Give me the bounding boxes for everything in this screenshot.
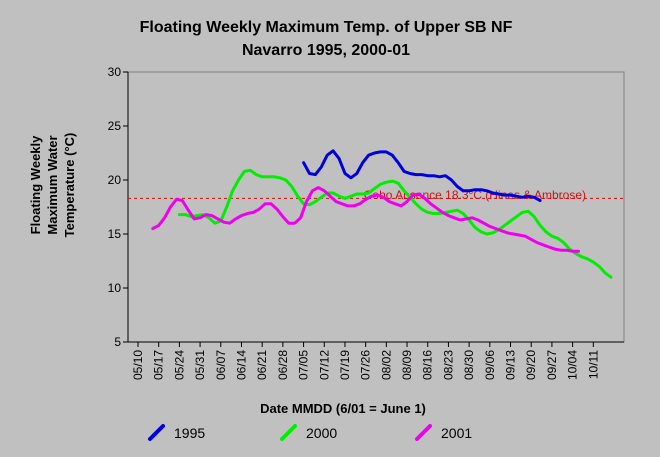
x-tick-label: 09/13 <box>504 350 518 380</box>
x-tick-label: 07/26 <box>359 350 373 380</box>
y-tick-label: 20 <box>108 173 122 187</box>
series-group <box>151 149 613 279</box>
x-tick-label: 08/16 <box>421 350 435 380</box>
x-tick-label: 09/20 <box>524 350 538 380</box>
x-tick-label: 06/07 <box>214 350 228 380</box>
legend-swatch-1995 <box>148 424 165 441</box>
x-tick-label: 09/27 <box>545 350 559 380</box>
legend: 1995 2000 2001 <box>148 424 472 441</box>
y-tick-label: 30 <box>108 65 122 79</box>
legend-swatch-2001 <box>415 424 432 441</box>
plot-area <box>127 71 625 343</box>
x-axis: 05/10 05/17 05/24 05/31 06/07 06/14 06/21 06/28… <box>128 341 624 380</box>
x-tick-label: 08/30 <box>462 350 476 380</box>
y-tick-label: 5 <box>114 335 121 349</box>
x-tick-label: 07/12 <box>317 350 331 380</box>
x-tick-label: 06/21 <box>255 350 269 380</box>
x-tick-label: 05/17 <box>152 350 166 380</box>
y-tick-label: 15 <box>108 227 122 241</box>
y-tick-label: 25 <box>108 119 122 133</box>
x-tick-label: 08/02 <box>379 350 393 380</box>
y-axis-title-line-2: Maximum Water <box>45 135 60 234</box>
reference-line-label: Coho Absence 18.3°C (Hines & Ambrose) <box>364 188 586 202</box>
x-tick-label: 05/24 <box>172 350 186 380</box>
x-tick-label: 06/28 <box>276 350 290 380</box>
x-tick-label: 10/11 <box>586 350 600 379</box>
chart-title: Floating Weekly Maximum Temp. of Upper S… <box>140 19 513 36</box>
series-line-1995 <box>302 149 542 202</box>
x-axis-title: Date MMDD (6/01 = June 1) <box>260 401 426 416</box>
x-tick-label: 06/14 <box>234 350 248 380</box>
y-axis: 5 10 15 20 25 30 <box>108 65 129 349</box>
x-tick-label: 09/06 <box>483 350 497 380</box>
series-line-2000 <box>177 168 613 279</box>
y-axis-title: Floating Weekly Maximum Water Temperatur… <box>28 133 77 238</box>
y-tick-label: 10 <box>108 281 122 295</box>
x-tick-label: 08/09 <box>400 350 414 380</box>
legend-swatch-2000 <box>280 424 297 441</box>
x-tick-label: 07/05 <box>297 350 311 380</box>
x-tick-label: 05/31 <box>193 350 207 380</box>
y-axis-title-line-1: Floating Weekly <box>28 135 43 234</box>
x-tick-label: 10/04 <box>566 350 580 380</box>
legend-label-2000: 2000 <box>306 425 337 441</box>
y-axis-title-line-3: Temperature (°C) <box>62 133 77 238</box>
series-line-2001 <box>151 186 580 253</box>
legend-label-2001: 2001 <box>441 425 472 441</box>
chart-subtitle: Navarro 1995, 2000-01 <box>242 42 410 59</box>
reference-line-group: Coho Absence 18.3°C (Hines & Ambrose) <box>128 188 624 202</box>
x-tick-label: 08/23 <box>441 350 455 380</box>
x-tick-label: 07/19 <box>338 350 352 380</box>
legend-label-1995: 1995 <box>174 425 205 441</box>
x-tick-label: 05/10 <box>131 350 145 380</box>
